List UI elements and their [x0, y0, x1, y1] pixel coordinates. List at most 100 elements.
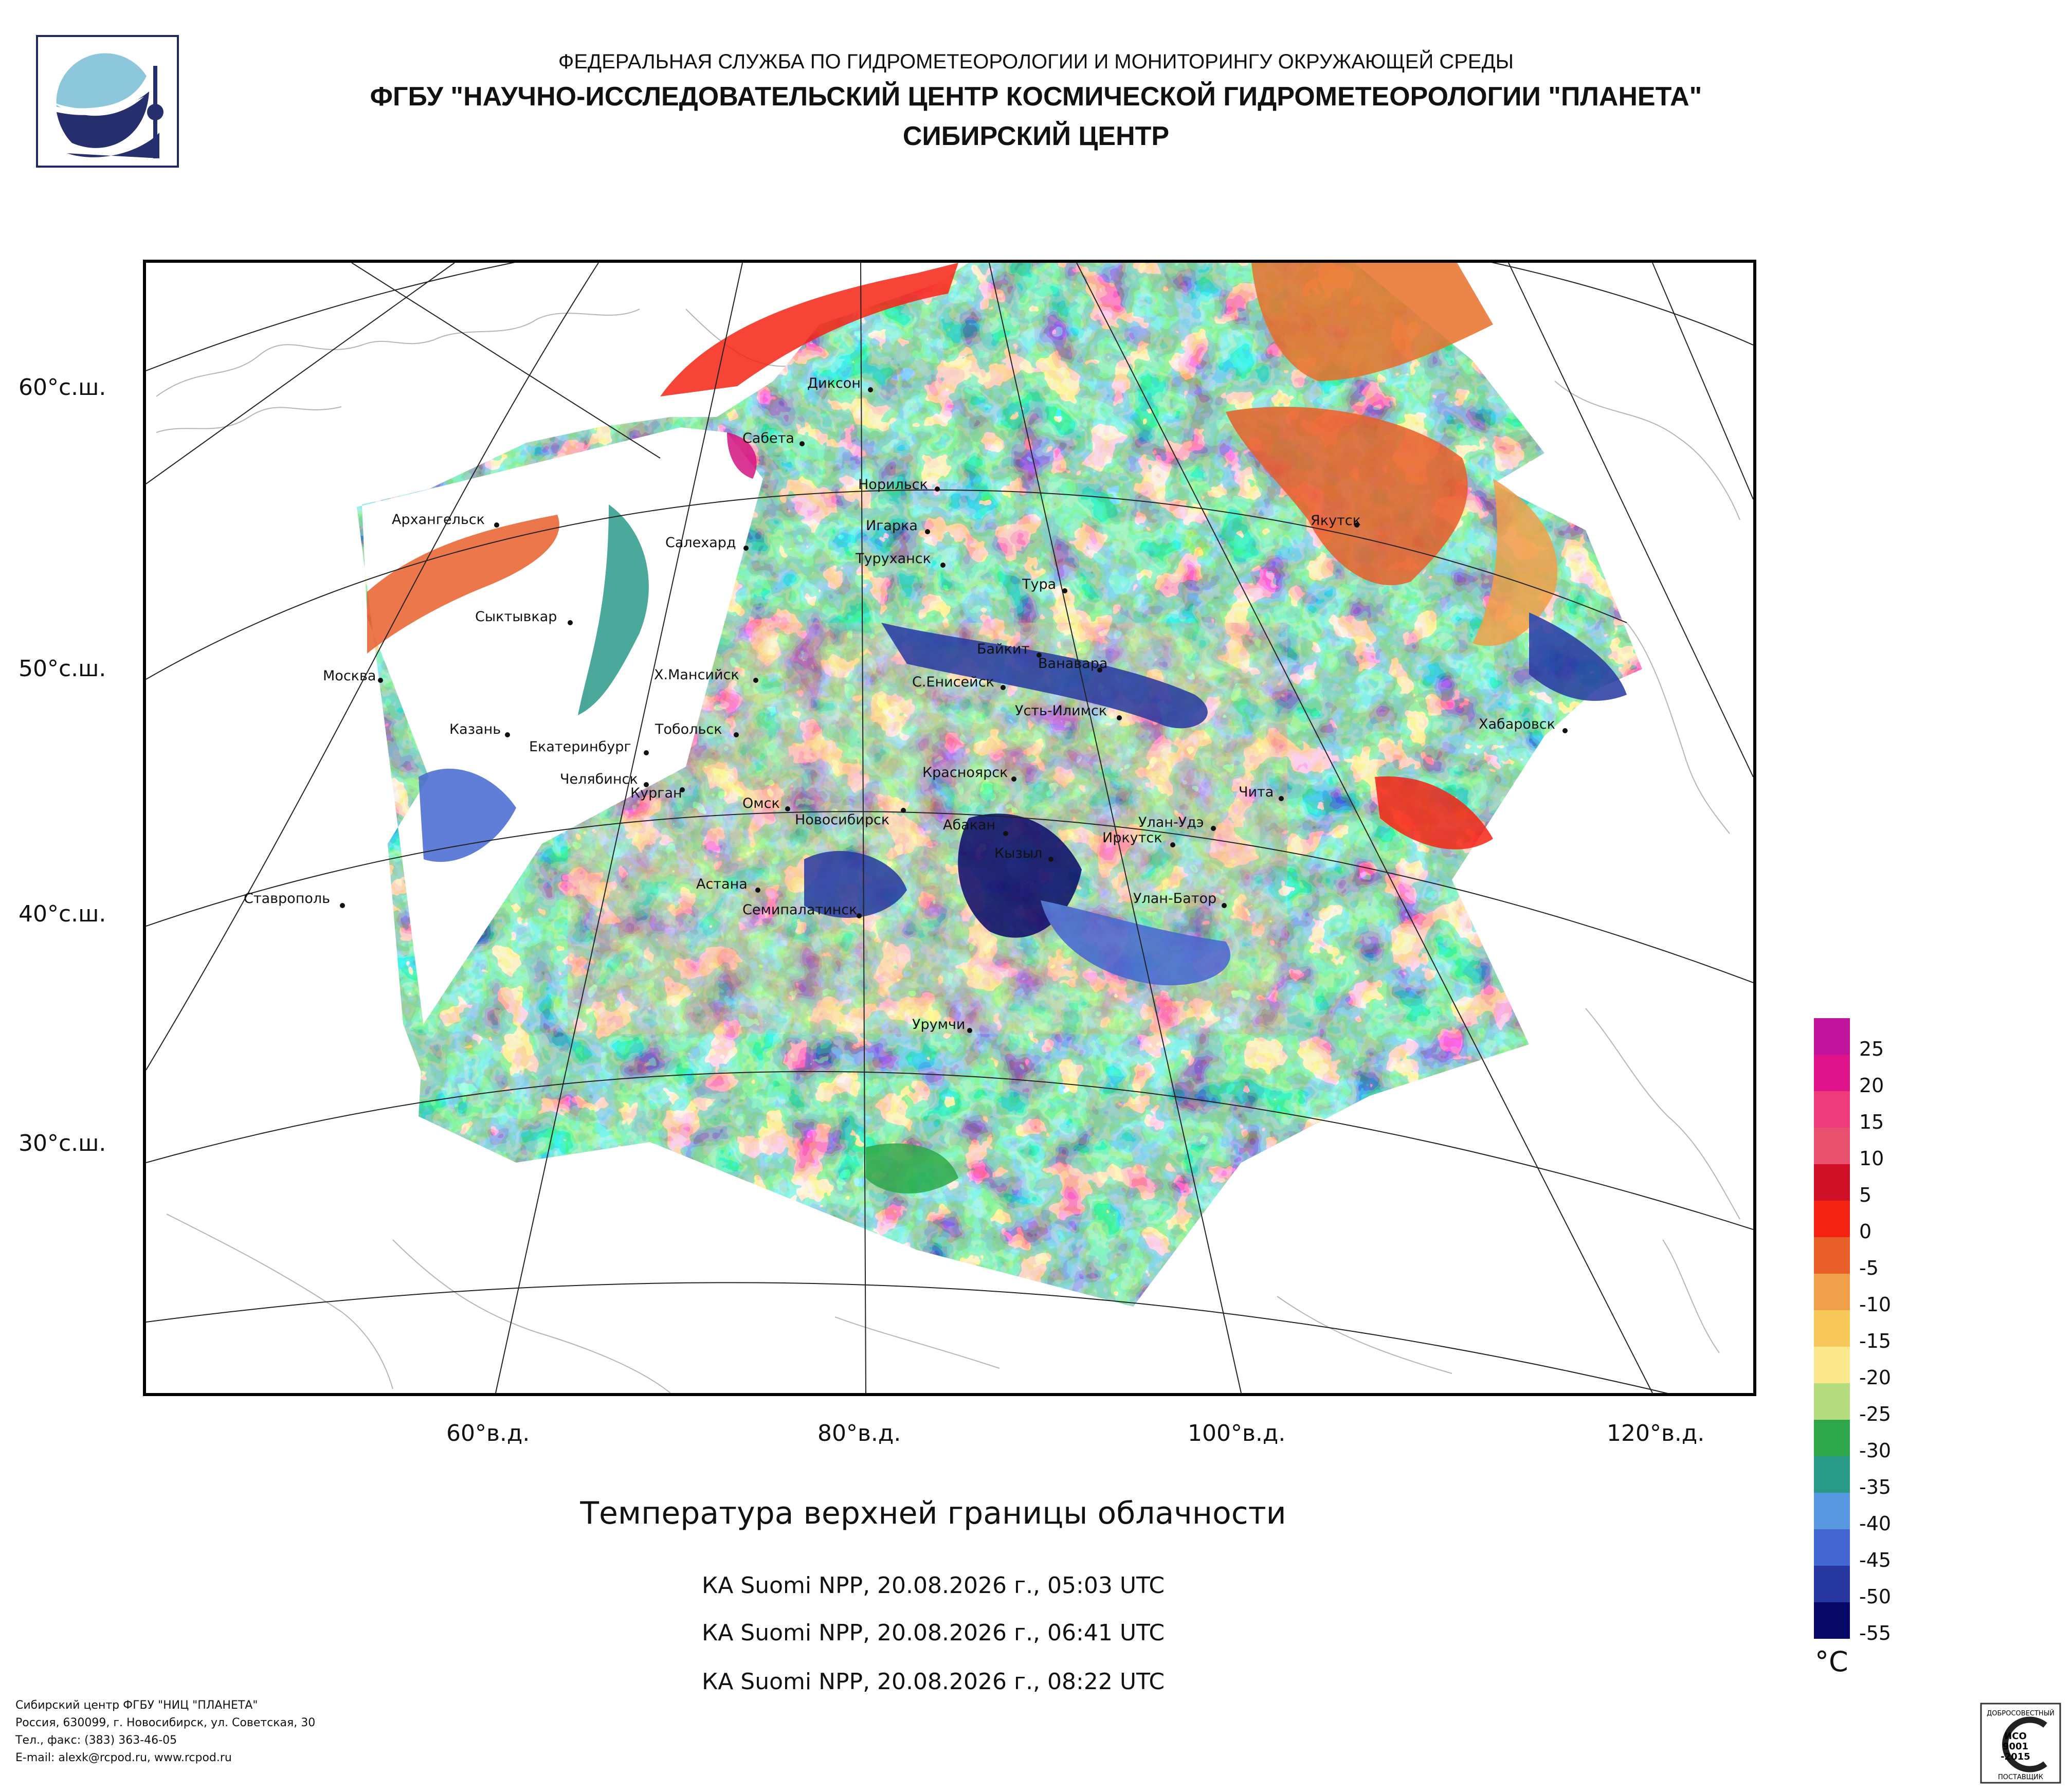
map-title: Температура верхней границы облачности	[580, 1495, 1286, 1531]
legend-swatch	[1814, 1602, 1850, 1639]
graticule	[146, 263, 1753, 1393]
legend-tick: 0	[1859, 1220, 1872, 1243]
svg-text:Новосибирск: Новосибирск	[795, 812, 889, 828]
svg-text:ИСО: ИСО	[2004, 1731, 2027, 1742]
legend-swatch	[1814, 1566, 1850, 1602]
legend-swatch	[1814, 1164, 1850, 1201]
footer-phone: Тел., факс: (383) 363-46-05	[15, 1734, 177, 1747]
svg-text:ДОБРОСОВЕСТНЫЙ: ДОБРОСОВЕСТНЫЙ	[1987, 1709, 2055, 1717]
svg-text:Байкит: Байкит	[977, 641, 1029, 657]
svg-text:Иркутск: Иркутск	[1102, 830, 1162, 846]
svg-text:Хабаровск: Хабаровск	[1479, 716, 1555, 732]
cloud-features	[367, 263, 1627, 1193]
legend-tick: -5	[1859, 1257, 1879, 1279]
svg-text:Семипалатинск: Семипалатинск	[742, 902, 857, 918]
map-frame: Диксон Сабета Норильск Игарка Архангельс…	[143, 260, 1756, 1396]
lat-label-50: 50°с.ш.	[19, 656, 106, 682]
footer-address: Россия, 630099, г. Новосибирск, ул. Сове…	[15, 1716, 316, 1729]
legend-tick: -40	[1859, 1512, 1892, 1535]
pass-3: КА Suomi NPP, 20.08.2026 г., 08:22 UTC	[701, 1669, 1165, 1695]
svg-text:9001: 9001	[2003, 1741, 2028, 1752]
svg-text:Усть-Илимск: Усть-Илимск	[1015, 703, 1107, 719]
svg-text:Казань: Казань	[449, 721, 501, 737]
svg-text:Екатеринбург: Екатеринбург	[529, 739, 631, 755]
svg-text:Челябинск: Челябинск	[560, 771, 638, 787]
legend-swatch	[1814, 1018, 1850, 1055]
legend-tick: -10	[1859, 1293, 1892, 1316]
legend-swatch	[1814, 1310, 1850, 1347]
iso-certification-badge: ДОБРОСОВЕСТНЫЙ ИСО 9001 -2015 ПОСТАВЩИК	[1979, 1702, 2062, 1784]
svg-text:ПОСТАВЩИК: ПОСТАВЩИК	[1998, 1774, 2043, 1781]
svg-text:Ставрополь: Ставрополь	[244, 891, 330, 907]
legend-tick: -50	[1859, 1585, 1892, 1608]
lat-label-30: 30°с.ш.	[19, 1130, 106, 1156]
legend-swatch	[1814, 1201, 1850, 1237]
legend-tick: -45	[1859, 1549, 1892, 1571]
svg-text:Омск: Омск	[742, 795, 780, 811]
lat-label-60: 60°с.ш.	[19, 374, 106, 401]
legend-swatch	[1814, 1091, 1850, 1128]
legend-swatch	[1814, 1055, 1850, 1091]
legend-tick: -15	[1859, 1330, 1892, 1352]
svg-text:Архангельск: Архангельск	[392, 512, 485, 528]
svg-text:Салехард: Салехард	[665, 535, 736, 551]
svg-text:Абакан: Абакан	[943, 817, 995, 833]
header-institute: ФГБУ "НАУЧНО-ИССЛЕДОВАТЕЛЬСКИЙ ЦЕНТР КОС…	[370, 82, 1702, 112]
header-center: СИБИРСКИЙ ЦЕНТР	[902, 121, 1170, 151]
svg-text:Якутск: Якутск	[1311, 513, 1361, 529]
lon-label-100: 100°в.д.	[1188, 1420, 1286, 1446]
legend-swatch	[1814, 1237, 1850, 1274]
svg-text:Тобольск: Тобольск	[655, 721, 722, 737]
legend-tick: 10	[1859, 1147, 1884, 1170]
legend-tick: -35	[1859, 1476, 1892, 1498]
legend-swatch	[1814, 1420, 1850, 1456]
legend-swatch	[1814, 1274, 1850, 1310]
legend-swatch	[1814, 1529, 1850, 1566]
svg-text:Улан-Батор: Улан-Батор	[1133, 891, 1216, 907]
svg-text:Сабета: Сабета	[742, 430, 794, 446]
svg-text:Игарка: Игарка	[866, 518, 918, 534]
svg-text:Х.Мансийск: Х.Мансийск	[654, 667, 739, 683]
legend-tick: 5	[1859, 1184, 1872, 1206]
legend-tick: -25	[1859, 1403, 1892, 1425]
svg-text:Чита: Чита	[1239, 784, 1274, 800]
legend-swatch	[1814, 1383, 1850, 1420]
lon-label-80: 80°в.д.	[817, 1420, 901, 1446]
svg-text:Москва: Москва	[323, 668, 376, 684]
svg-text:Ванавара: Ванавара	[1038, 656, 1107, 672]
svg-text:Кызыл: Кызыл	[994, 845, 1042, 861]
legend-tick: -30	[1859, 1439, 1892, 1462]
legend-tick: 20	[1859, 1074, 1884, 1097]
svg-text:С.Енисейск: С.Енисейск	[912, 674, 994, 690]
svg-text:Диксон: Диксон	[807, 375, 861, 391]
legend-swatch	[1814, 1128, 1850, 1164]
legend-tick: -20	[1859, 1366, 1892, 1389]
svg-text:Красноярск: Красноярск	[922, 765, 1008, 781]
svg-text:Сыктывкар: Сыктывкар	[475, 609, 557, 625]
svg-text:Норильск: Норильск	[858, 477, 928, 493]
svg-text:Курган: Курган	[630, 785, 682, 801]
svg-text:Тура: Тура	[1022, 576, 1056, 592]
svg-text:-2015: -2015	[2001, 1751, 2030, 1762]
legend-swatch	[1814, 1456, 1850, 1493]
footer-email: E-mail: alexk@rcpod.ru, www.rcpod.ru	[15, 1751, 232, 1764]
svg-text:Туруханск: Туруханск	[855, 551, 931, 567]
pass-2: КА Suomi NPP, 20.08.2026 г., 06:41 UTC	[701, 1620, 1165, 1646]
legend-swatch	[1814, 1493, 1850, 1529]
lon-label-60: 60°в.д.	[446, 1420, 530, 1446]
legend-tick: 15	[1859, 1111, 1884, 1133]
svg-text:Астана: Астана	[696, 876, 748, 892]
footer-contacts: Сибирский центр ФГБУ "НИЦ "ПЛАНЕТА" Росс…	[15, 1697, 315, 1767]
legend-swatch	[1814, 1347, 1850, 1383]
planeta-logo	[36, 35, 179, 168]
lat-label-40: 40°с.ш.	[19, 901, 106, 927]
legend-tick: 25	[1859, 1038, 1884, 1060]
lon-label-120: 120°в.д.	[1607, 1420, 1705, 1446]
legend-unit: °С	[1815, 1645, 1848, 1678]
cloud-temperature-map: Диксон Сабета Норильск Игарка Архангельс…	[146, 263, 1753, 1393]
legend-tick: -55	[1859, 1622, 1892, 1644]
svg-text:Урумчи: Урумчи	[912, 1017, 965, 1033]
city-markers: Диксон Сабета Норильск Игарка Архангельс…	[244, 375, 1568, 1033]
footer-org: Сибирский центр ФГБУ "НИЦ "ПЛАНЕТА"	[15, 1699, 258, 1712]
pass-1: КА Suomi NPP, 20.08.2026 г., 05:03 UTC	[701, 1572, 1165, 1599]
